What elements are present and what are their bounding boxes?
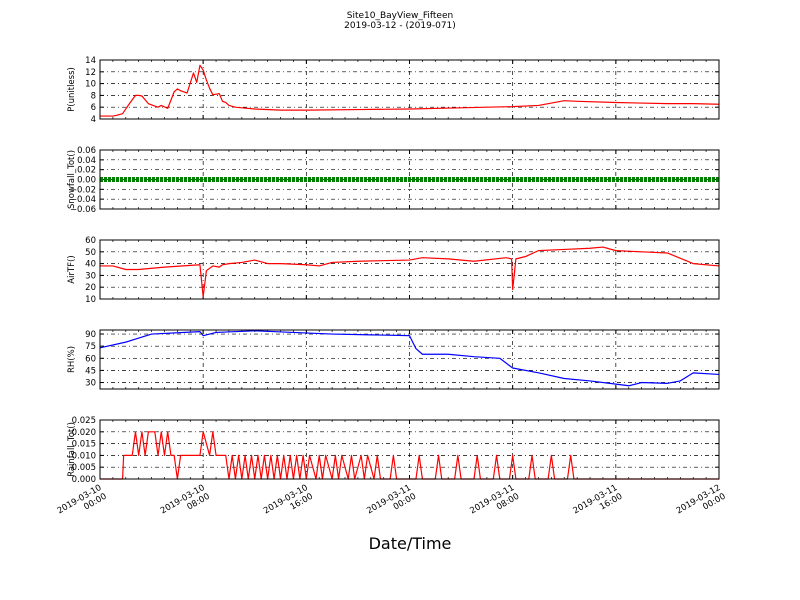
y-tick-label: 8 [91,91,96,101]
x-tick-label: 2019-03-1108:00 [468,483,521,525]
y-tick-label: 20 [85,283,96,293]
x-axis-label: Date/Time [368,534,452,553]
figure-title: Site10_BayView_Fifteen [346,11,454,21]
y-tick-label: 75 [85,342,96,352]
plot-frame [99,59,720,120]
y-tick-label: 0.02 [77,166,96,176]
y-tick-label: 0.005 [72,463,96,473]
y-tick-label: 4 [91,115,96,125]
y-axis-label: Snowfall_Tot() [67,150,77,209]
series-line [100,246,720,298]
y-tick-label: 12 [85,68,96,78]
x-tick-label: 2019-03-1016:00 [262,483,315,525]
figure-subtitle: 2019-03-12 - (2019-071) [344,21,456,31]
panel-2: −0.06−0.04−0.020.000.020.040.06Snowfall_… [67,146,720,215]
x-tick-label: 2019-03-1000:00 [56,483,109,525]
y-tick-label: 0.020 [72,428,96,438]
y-tick-label: −0.02 [70,185,96,195]
y-axis-label: P(unitless) [67,67,77,112]
y-tick-label: 0.015 [72,440,96,450]
x-tick-label: 2019-03-1200:00 [675,483,728,525]
y-tick-label: 30 [85,379,96,389]
series-line [99,330,720,387]
plot-frame [99,149,720,210]
y-axis-label: RH(%) [67,346,77,373]
y-tick-label: 10 [85,295,96,305]
y-tick-label: 0.04 [77,156,96,166]
series-line [100,431,719,480]
y-tick-label: 30 [85,271,96,281]
x-tick-label: 2019-03-1008:00 [159,483,212,525]
x-tick-label: 2019-03-1100:00 [365,483,418,525]
y-tick-label: 40 [85,260,96,270]
panel-1: 4 6 810 12 14 P(unitless) [67,56,720,125]
y-tick-label: 45 [85,366,96,376]
panel-4: 30 45 60 75 90 RH(%) [67,329,720,390]
y-tick-label: 60 [85,236,96,246]
y-tick-label: 0.06 [77,146,96,156]
y-tick-label: 14 [85,56,96,66]
plot-frame [99,329,720,390]
y-tick-label: 0.000 [72,475,96,485]
y-tick-label: −0.04 [70,195,96,205]
y-tick-label: 90 [85,330,96,340]
y-tick-label: 60 [85,354,96,364]
y-axis-label: Rainfall_Tot() [67,422,77,477]
y-tick-label: 0.00 [77,176,96,186]
y-axis-label: AirTF() [67,255,77,283]
plot-frame [99,239,720,300]
plot-frame [99,419,720,480]
y-tick-label: 0.010 [72,451,96,461]
series-line [100,64,720,117]
y-tick-label: 10 [85,80,96,90]
x-tick-label: 2019-03-1116:00 [572,483,625,525]
y-tick-label: 50 [85,248,96,258]
y-tick-label: 0.025 [72,416,96,426]
y-tick-label: −0.06 [70,205,96,215]
y-tick-label: 6 [91,103,96,113]
